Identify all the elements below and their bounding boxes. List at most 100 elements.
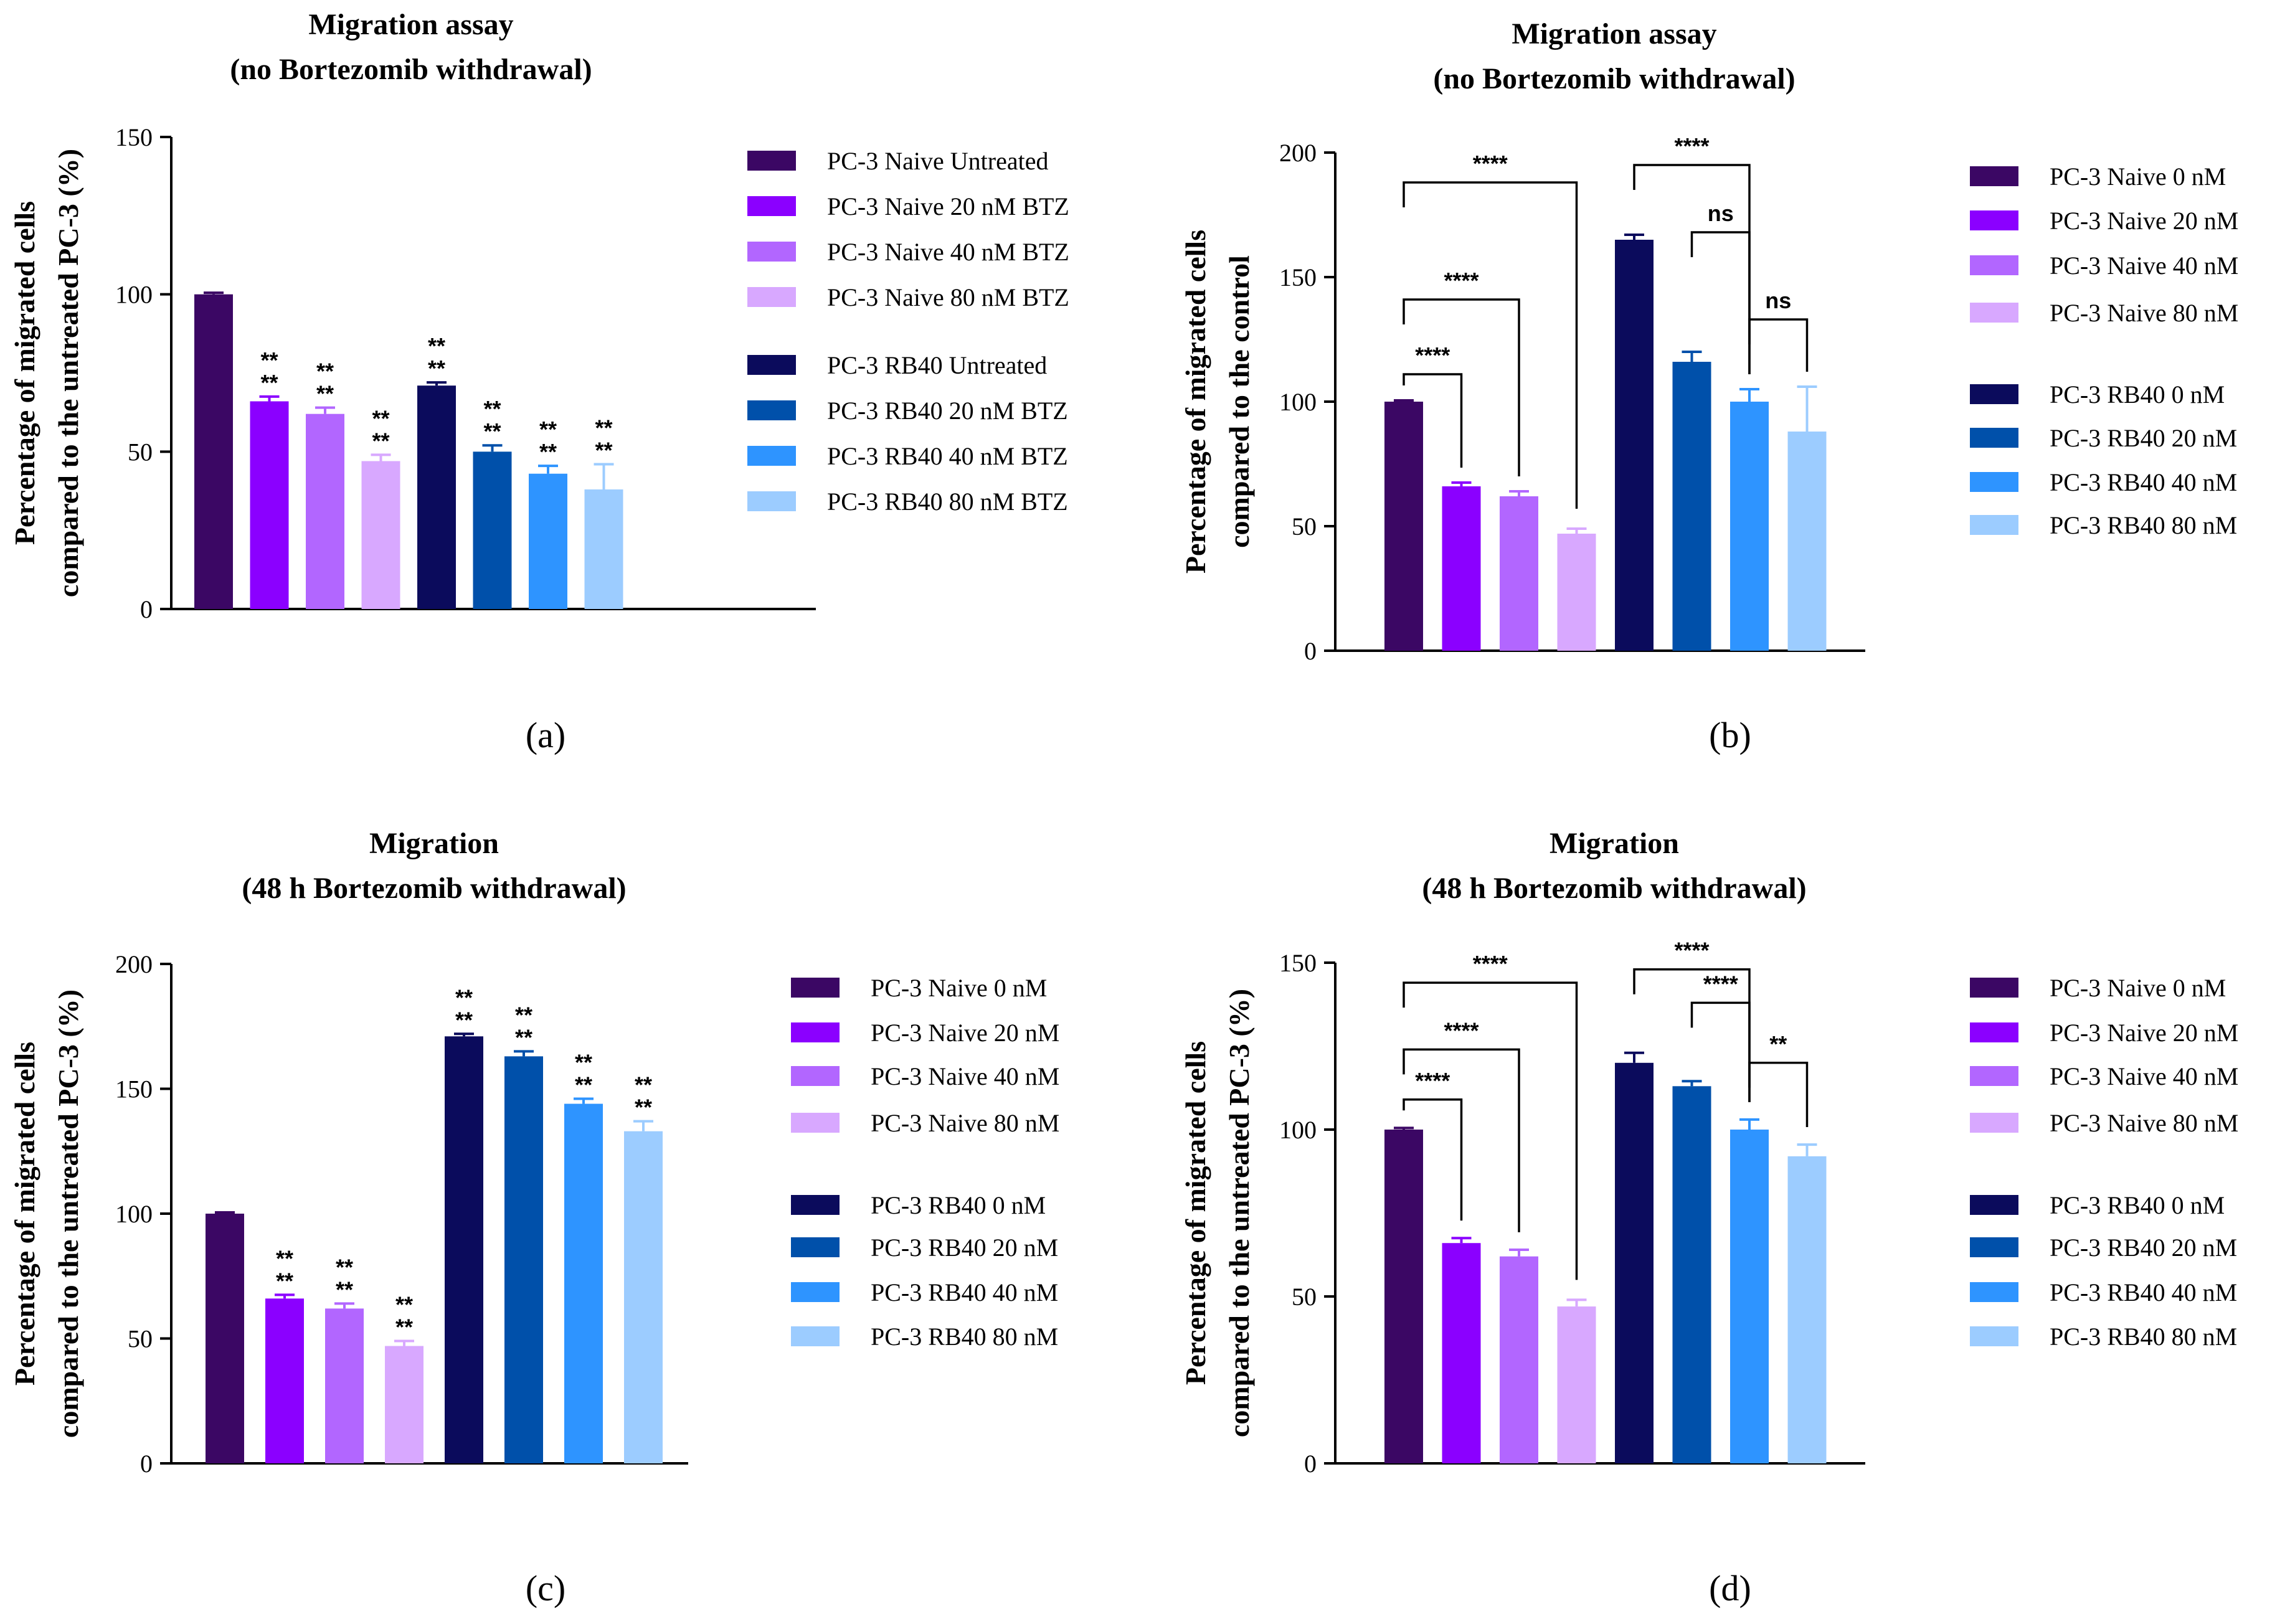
legend-swatch <box>1970 166 2018 186</box>
bar <box>1442 486 1481 651</box>
comparison-bracket <box>1748 318 1809 372</box>
legend-label: PC-3 RB40 20 nM BTZ <box>827 397 1068 425</box>
legend-swatch <box>747 355 796 375</box>
legend-swatch <box>747 242 796 262</box>
legend-swatch <box>1970 428 2018 448</box>
bar <box>417 385 456 609</box>
bar <box>385 1346 423 1463</box>
legend-label: PC-3 Naive 20 nM <box>2050 207 2238 235</box>
comparison-label: **** <box>1473 151 1508 176</box>
legend-swatch <box>791 1113 840 1133</box>
legend-label: PC-3 Naive 40 nM <box>871 1062 1059 1090</box>
bar <box>1384 402 1423 651</box>
bar <box>250 401 289 609</box>
y-tick-label: 100 <box>1279 388 1317 416</box>
significance-stars: ** <box>336 1254 353 1280</box>
y-tick-label: 50 <box>1292 512 1317 541</box>
significance-stars: ** <box>483 418 501 444</box>
legend-swatch <box>791 978 840 998</box>
legend-swatch <box>791 1022 840 1042</box>
panel-d: Migration (48 h Bortezomib withdrawal) Per… <box>1180 827 2238 1608</box>
y-tick-label: 0 <box>1304 637 1317 665</box>
legend-swatch <box>747 400 796 420</box>
y-tick-label: 50 <box>128 438 153 466</box>
legend-label: PC-3 RB40 80 nM BTZ <box>827 488 1068 516</box>
y-axis-label-line-2: compared to the untreated PC-3 (%) <box>52 149 84 597</box>
legend-swatch <box>1970 472 2018 492</box>
comparison-bracket <box>1403 373 1463 468</box>
legend-swatch <box>1970 1282 2018 1302</box>
legend-label: PC-3 Naive 80 nM BTZ <box>827 283 1069 311</box>
panel-c: Migration (48 h Bortezomib withdrawal) Per… <box>9 827 1059 1608</box>
legend-label: PC-3 Naive 0 nM <box>871 974 1047 1002</box>
significance-stars: ** <box>428 333 445 359</box>
legend-label: PC-3 RB40 40 nM <box>2050 468 2237 496</box>
comparison-label: **** <box>1444 1017 1479 1043</box>
comparison-bracket <box>1403 298 1520 476</box>
y-tick-label: 50 <box>128 1325 153 1353</box>
comparison-bracket <box>1403 1098 1463 1221</box>
bar <box>1730 1130 1769 1463</box>
y-axis-label-line-2: compared to the untreated PC-3 (%) <box>1223 989 1255 1437</box>
legend-swatch <box>1970 210 2018 230</box>
y-tick-label: 200 <box>115 950 153 978</box>
legend-swatch <box>747 196 796 216</box>
significance-stars: ** <box>539 439 557 465</box>
legend-label: PC-3 RB40 0 nM <box>2050 380 2225 408</box>
y-axis-label-line-1: Percentage of migrated cells <box>9 1042 40 1386</box>
y-tick-label: 50 <box>1292 1283 1317 1311</box>
significance-stars: ** <box>260 347 278 373</box>
significance-stars: ** <box>336 1277 353 1302</box>
chart-title-line-2: (48 h Bortezomib withdrawal) <box>242 872 626 905</box>
significance-stars: ** <box>260 370 278 395</box>
bar <box>361 461 400 609</box>
bar <box>1557 534 1596 651</box>
y-tick-label: 150 <box>115 123 153 151</box>
legend-label: PC-3 Naive 20 nM <box>2050 1019 2238 1047</box>
legend-label: PC-3 Naive 0 nM <box>2050 163 2226 191</box>
comparison-label: **** <box>1703 971 1738 996</box>
significance-stars: ** <box>316 381 334 407</box>
legend-swatch <box>791 1066 840 1086</box>
legend-swatch <box>791 1282 840 1302</box>
legend-label: PC-3 RB40 Untreated <box>827 351 1047 379</box>
comparison-label: **** <box>1473 951 1508 976</box>
comparison-label: **** <box>1674 938 1709 963</box>
significance-stars: ** <box>372 428 389 453</box>
chart-title-line-2: (no Bortezomib withdrawal) <box>1433 62 1795 95</box>
significance-stars: ** <box>595 415 612 441</box>
legend-label: PC-3 RB40 40 nM BTZ <box>827 442 1068 470</box>
bar <box>1672 1086 1711 1463</box>
comparison-label: **** <box>1415 342 1450 368</box>
y-tick-label: 150 <box>115 1075 153 1103</box>
legend-label: PC-3 RB40 0 nM <box>2050 1191 2225 1219</box>
legend-label: PC-3 RB40 20 nM <box>2050 424 2237 452</box>
panel-label: (c) <box>526 1568 565 1608</box>
comparison-bracket <box>1403 981 1578 1280</box>
legend-label: PC-3 RB40 80 nM <box>871 1323 1058 1351</box>
y-tick-label: 100 <box>115 1200 153 1228</box>
legend-label: PC-3 RB40 20 nM <box>871 1234 1058 1262</box>
significance-stars: ** <box>575 1072 592 1098</box>
bar <box>1787 1156 1827 1463</box>
legend-swatch <box>747 491 796 511</box>
legend-swatch <box>1970 1237 2018 1257</box>
significance-stars: ** <box>483 396 501 422</box>
legend-swatch <box>747 151 796 171</box>
panel-b: Migration assay (no Bortezomib withdrawal… <box>1180 17 2238 755</box>
comparison-label: **** <box>1444 268 1479 293</box>
comparison-label: ns <box>1765 288 1791 313</box>
legend-swatch <box>1970 303 2018 323</box>
legend-swatch <box>1970 255 2018 275</box>
chart-title-line-1: Migration <box>369 827 499 860</box>
comparison-bracket <box>1403 181 1578 509</box>
bar <box>325 1308 364 1463</box>
chart-title-line-1: Migration assay <box>308 8 513 41</box>
significance-stars: ** <box>539 417 557 442</box>
bar <box>1500 496 1538 651</box>
legend-swatch <box>1970 1326 2018 1346</box>
significance-stars: ** <box>428 356 445 381</box>
bar <box>1557 1306 1596 1463</box>
significance-stars: ** <box>635 1072 652 1098</box>
significance-stars: ** <box>395 1292 413 1318</box>
